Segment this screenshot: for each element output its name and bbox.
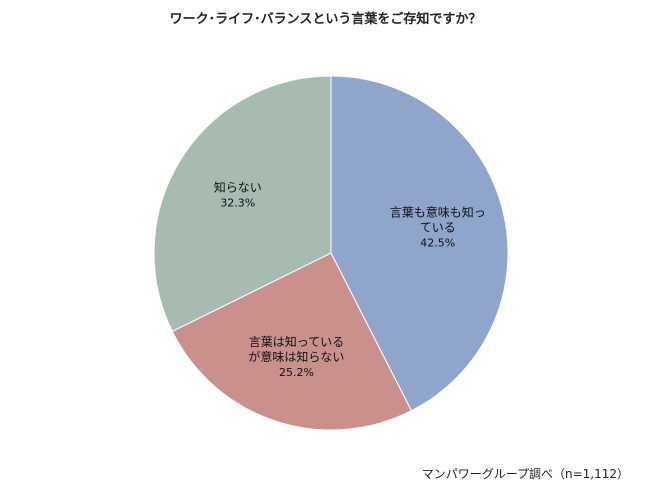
- slice-label-1-0: 言葉は知っている: [249, 335, 344, 349]
- slice-label-2-0: 知らない: [214, 181, 262, 195]
- pie-slice-0: [330, 75, 509, 412]
- slice-value-2: 32.3%: [220, 197, 255, 210]
- pie-slice-2: [153, 75, 332, 333]
- chart-title: ワーク･ライフ･バランスという言葉をご存知ですか？: [169, 12, 482, 27]
- slice-value-1: 25.2%: [279, 366, 314, 379]
- slice-label-1-1: が意味は知らない: [248, 349, 344, 364]
- pie-slice-1: [171, 252, 413, 431]
- slice-value-0: 42.5%: [420, 236, 455, 249]
- slice-label-0-1: ている: [420, 220, 456, 234]
- source-note: マンパワーグループ調べ（n=1,112）: [421, 467, 629, 481]
- slice-label-0-0: 言葉も意味も知っ: [390, 204, 486, 219]
